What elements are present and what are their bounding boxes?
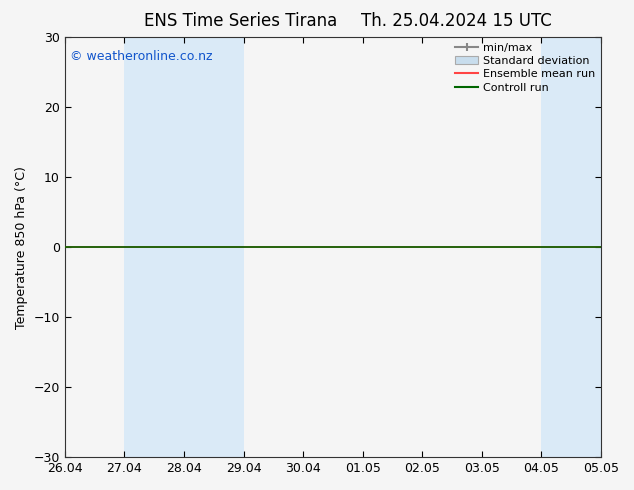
Bar (541, 37, 601, 457)
Text: Th. 25.04.2024 15 UTC: Th. 25.04.2024 15 UTC (361, 12, 552, 30)
Text: © weatheronline.co.nz: © weatheronline.co.nz (70, 50, 212, 63)
Bar (124, 37, 184, 457)
Text: ENS Time Series Tirana: ENS Time Series Tirana (145, 12, 337, 30)
Y-axis label: Temperature 850 hPa (°C): Temperature 850 hPa (°C) (15, 166, 28, 329)
Bar (184, 37, 243, 457)
Bar (601, 37, 631, 457)
Legend: min/max, Standard deviation, Ensemble mean run, Controll run: min/max, Standard deviation, Ensemble me… (455, 43, 595, 93)
